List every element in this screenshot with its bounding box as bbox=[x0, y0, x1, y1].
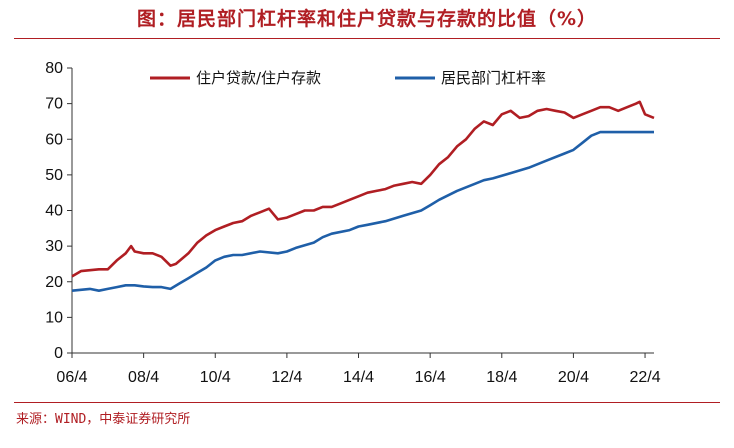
y-tick-label: 70 bbox=[45, 96, 63, 113]
y-tick-label: 60 bbox=[45, 131, 63, 148]
x-tick-label: 18/4 bbox=[486, 369, 517, 386]
x-tick-label: 16/4 bbox=[415, 369, 446, 386]
x-axis-ticks: 06/4 08/4 10/4 12/4 14/4 16/4 18/4 20/4 22/4 bbox=[56, 353, 661, 386]
y-tick-label: 20 bbox=[45, 274, 63, 291]
y-tick-label: 10 bbox=[45, 309, 63, 326]
y-tick-label: 50 bbox=[45, 167, 63, 184]
legend-label-2: 居民部门杠杆率 bbox=[441, 69, 546, 87]
line-chart: 0 10 20 30 40 50 60 70 80 06/4 08/4 10/4 12/4 14/4 16… bbox=[45, 60, 661, 386]
source-note: 来源：WIND，中泰证券研究所 bbox=[16, 412, 191, 427]
chart-legend: 住户贷款/住户存款 居民部门杠杆率 bbox=[150, 69, 546, 87]
x-tick-label: 10/4 bbox=[200, 369, 231, 386]
y-tick-label: 40 bbox=[45, 203, 63, 220]
x-tick-label: 22/4 bbox=[629, 369, 660, 386]
title-rule bbox=[14, 38, 720, 39]
legend-label-1: 住户贷款/住户存款 bbox=[196, 69, 321, 87]
x-tick-label: 06/4 bbox=[56, 369, 87, 386]
y-tick-label: 0 bbox=[54, 345, 63, 362]
y-tick-label: 80 bbox=[45, 60, 63, 77]
chart-title: 图：居民部门杠杆率和住户贷款与存款的比值（%） bbox=[136, 8, 598, 30]
y-axis-ticks: 0 10 20 30 40 50 60 70 80 bbox=[45, 60, 72, 362]
x-tick-label: 20/4 bbox=[558, 369, 589, 386]
x-tick-label: 08/4 bbox=[128, 369, 159, 386]
x-tick-label: 14/4 bbox=[343, 369, 374, 386]
source-rule bbox=[14, 402, 720, 403]
y-tick-label: 30 bbox=[45, 238, 63, 255]
series-line-2 bbox=[71, 130, 654, 292]
x-tick-label: 12/4 bbox=[271, 369, 302, 386]
chart-axes bbox=[71, 68, 654, 354]
series-lines bbox=[71, 100, 655, 292]
series-line-1 bbox=[71, 100, 655, 278]
